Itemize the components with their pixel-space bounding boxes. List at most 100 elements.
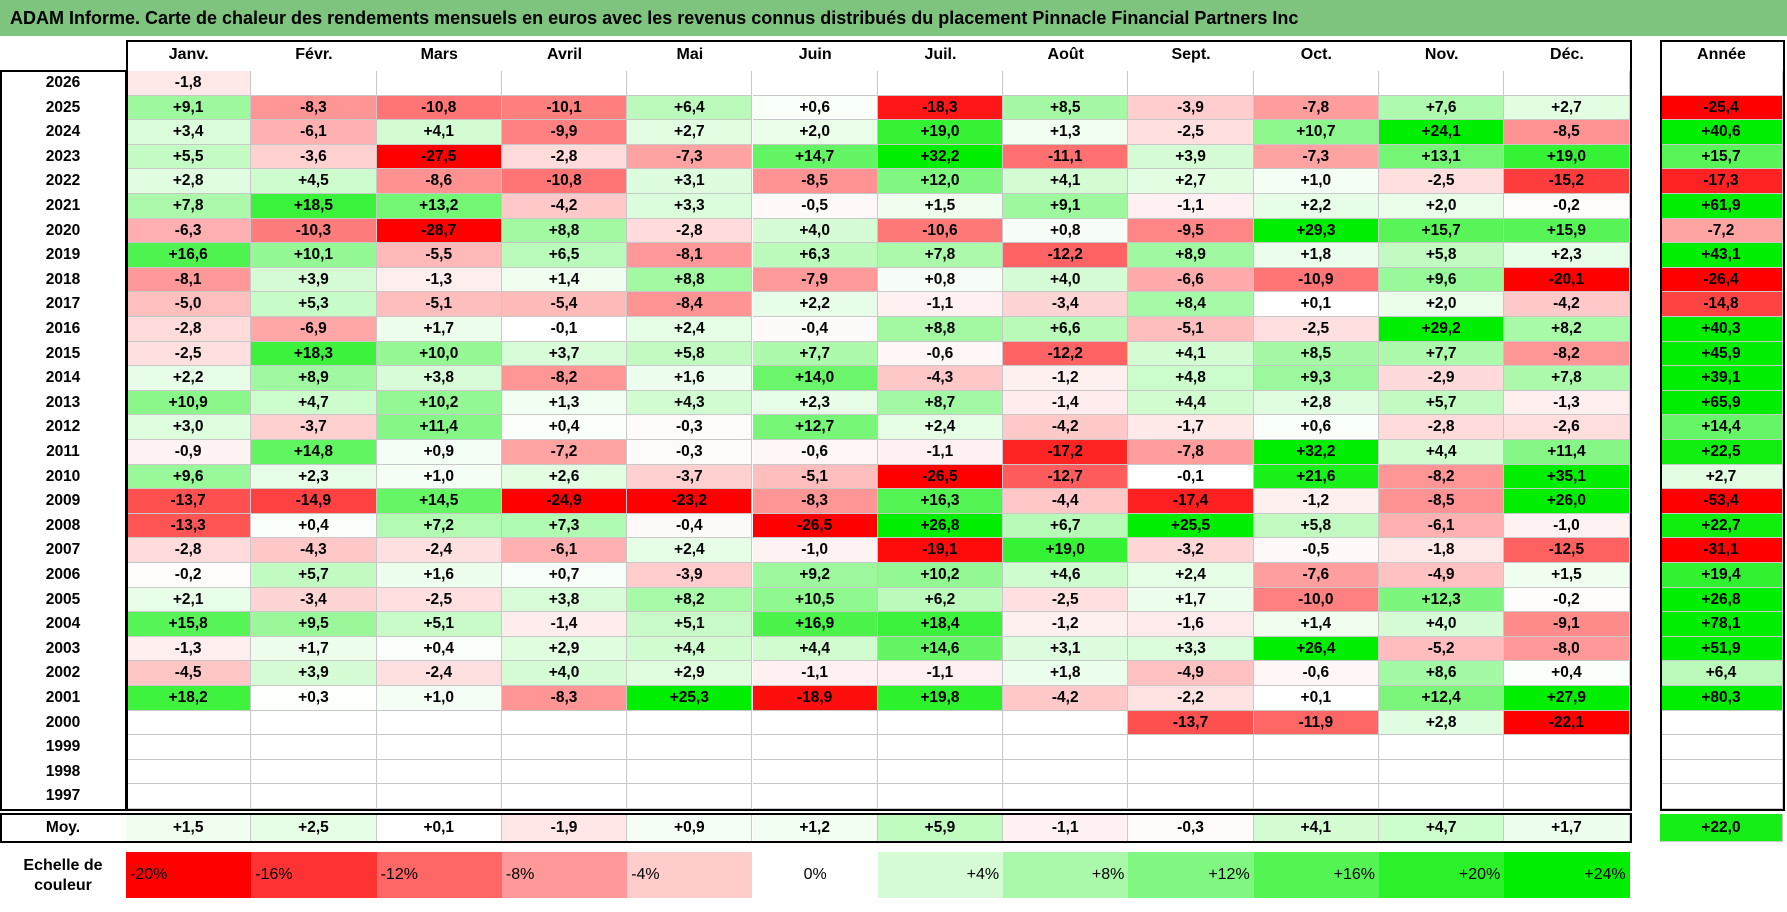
heatmap-cell: -3,6 [251, 144, 377, 170]
average-label: Moy. [45, 819, 81, 836]
heatmap-cell: -0,3 [627, 440, 753, 465]
heatmap-cell: +7,8 [1504, 366, 1630, 391]
annual-cell: +61,9 [1660, 194, 1783, 219]
heatmap-cell: +2,0 [1379, 194, 1505, 219]
heatmap-cell: +3,3 [1128, 636, 1254, 662]
heatmap-cell: +8,2 [1504, 317, 1630, 342]
heatmap-cell: +0,8 [877, 267, 1004, 293]
heatmap-cell: +0,7 [501, 563, 628, 588]
heatmap-cell: +13,1 [1379, 144, 1505, 170]
heatmap-cell: -8,0 [1504, 636, 1630, 662]
heatmap-cell: +3,0 [126, 415, 252, 440]
color-scale-step: 0% [752, 852, 878, 898]
heatmap-cell [251, 759, 377, 785]
annual-cell: +2,7 [1660, 464, 1783, 490]
year-label: 2015 [45, 344, 81, 362]
heatmap-cell: -6,1 [501, 538, 628, 563]
heatmap-cell: +3,8 [376, 366, 502, 391]
heatmap-cell: -1,1 [752, 661, 878, 686]
year-label: 2006 [45, 566, 81, 583]
year-label: 2001 [45, 689, 81, 706]
heatmap-cell: -4,3 [251, 538, 377, 563]
heatmap-cell: -1,8 [126, 71, 252, 96]
heatmap-cell: +18,4 [877, 612, 1004, 637]
year-label: 2019 [45, 246, 81, 264]
heatmap-cell: -8,5 [752, 169, 878, 194]
heatmap-cell: -11,9 [1253, 710, 1379, 736]
heatmap-cell: +2,1 [126, 587, 252, 613]
heatmap-cell [1128, 759, 1254, 785]
heatmap-cell: -1,3 [126, 636, 252, 662]
heatmap-cell: +1,3 [501, 390, 628, 416]
heatmap-cell: +2,9 [501, 636, 628, 662]
heatmap-cell [376, 71, 502, 96]
heatmap-cell [501, 735, 628, 760]
heatmap-cell: +4,8 [1128, 366, 1254, 391]
heatmap-cell: +5,1 [627, 612, 753, 637]
heatmap-cell: +8,9 [1128, 243, 1254, 268]
heatmap-cell: -5,2 [1379, 636, 1505, 662]
heatmap-cell: -0,1 [501, 317, 628, 342]
heatmap-cell: +4,0 [1379, 612, 1505, 637]
heatmap-cell: +2,4 [877, 415, 1004, 440]
heatmap-cell: -0,3 [627, 415, 753, 440]
heatmap-cell: +35,1 [1504, 464, 1630, 490]
heatmap-cell: +24,1 [1379, 120, 1505, 145]
heatmap-cell: +1,7 [251, 636, 377, 662]
heatmap-cell: -8,5 [1504, 120, 1630, 145]
heatmap-cell: -0,2 [1504, 194, 1630, 219]
heatmap-cell: -0,6 [1253, 661, 1379, 686]
annual-cell [1660, 735, 1783, 760]
heatmap-cell: +10,5 [752, 587, 878, 613]
heatmap-cell [752, 759, 878, 785]
heatmap-cell [1253, 784, 1379, 809]
heatmap-cell: +9,1 [126, 95, 252, 121]
heatmap-cell: -8,3 [251, 95, 377, 121]
heatmap-cell [1003, 71, 1129, 96]
color-scale-step: +12% [1128, 852, 1254, 898]
heatmap-cell: +2,2 [1253, 194, 1379, 219]
heatmap-cell: -1,8 [1379, 538, 1505, 563]
heatmap-cell: +32,2 [877, 144, 1004, 170]
heatmap-cell: +1,8 [1003, 661, 1129, 686]
heatmap-cell: +1,5 [1504, 563, 1630, 588]
heatmap-cell [501, 784, 628, 809]
heatmap-cell: -13,3 [126, 513, 252, 539]
heatmap-cell [501, 710, 628, 736]
heatmap-cell: +0,9 [376, 440, 502, 465]
heatmap-cell: -13,7 [126, 489, 252, 514]
annual-cell: -7,2 [1660, 218, 1783, 244]
heatmap-cell: +6,3 [752, 243, 878, 268]
year-label: 2025 [45, 98, 81, 116]
heatmap-cell [1504, 735, 1630, 760]
heatmap-cell: +4,4 [1128, 390, 1254, 416]
heatmap-cell: -4,2 [1003, 686, 1129, 711]
heatmap-cell [877, 710, 1004, 736]
annual-cell: +22,7 [1660, 513, 1783, 539]
heatmap-cell [627, 710, 753, 736]
heatmap-cell: -8,2 [1379, 464, 1505, 490]
heatmap-cell: +8,8 [877, 317, 1004, 342]
heatmap-cell [627, 735, 753, 760]
heatmap-cell: -0,5 [752, 194, 878, 219]
heatmap-cell: +5,7 [1379, 390, 1505, 416]
heatmap-cell: -1,4 [1003, 390, 1129, 416]
heatmap-cell: -0,6 [877, 341, 1004, 367]
heatmap-cell: -2,8 [501, 144, 628, 170]
month-header: Août [1047, 46, 1084, 63]
heatmap-cell: +1,5 [877, 194, 1004, 219]
annual-cell: -26,4 [1660, 267, 1783, 293]
average-cell: +5,9 [877, 814, 1004, 842]
annual-cell: +19,4 [1660, 563, 1783, 588]
heatmap-cell: +13,2 [376, 194, 502, 219]
heatmap-cell: +1,7 [1128, 587, 1254, 613]
heatmap-cell: +4,4 [752, 636, 878, 662]
year-label: 2014 [45, 369, 81, 387]
heatmap-cell: +4,0 [501, 661, 628, 686]
heatmap-cell: +3,9 [251, 267, 377, 293]
heatmap-cell: -7,8 [1253, 95, 1379, 121]
annual-cell: +39,1 [1660, 366, 1783, 391]
average-cell: +0,9 [627, 814, 753, 842]
heatmap-cell: +6,4 [627, 95, 753, 121]
heatmap-cell: +6,2 [877, 587, 1004, 613]
